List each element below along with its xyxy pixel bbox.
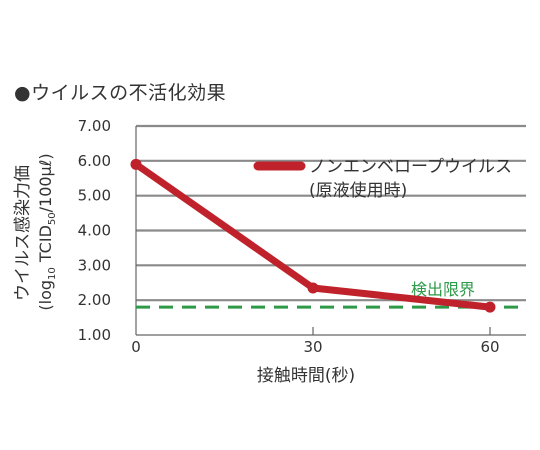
- y-tick-labels: 7.00 6.00 5.00 4.00 3.00 2.00 1.00: [78, 117, 111, 344]
- y-tick-label: 5.00: [78, 187, 111, 205]
- y-axis-label-line2: (log10 TCID50/100μℓ): [36, 153, 58, 310]
- x-tick-label: 60: [480, 338, 499, 356]
- data-point: [484, 301, 496, 313]
- data-point: [307, 282, 319, 294]
- y-axis-label-line1: ウイルス感染力価: [13, 165, 33, 301]
- y-axis-label-part: 10: [47, 267, 58, 280]
- y-axis-label-part: 50: [47, 212, 58, 225]
- y-tick-label: 7.00: [78, 117, 111, 135]
- y-tick-label: 1.00: [78, 326, 111, 344]
- y-axis-label-part: TCID: [36, 225, 55, 267]
- y-axis-label-part: μℓ: [36, 160, 55, 177]
- y-axis-label-part: /100: [36, 176, 55, 212]
- y-axis-label-part: (log: [36, 280, 55, 311]
- y-axis-label-part: ): [36, 153, 55, 159]
- x-tick-label: 0: [131, 338, 141, 356]
- legend-note: (原液使用時): [309, 180, 407, 201]
- y-tick-label: 6.00: [78, 152, 111, 170]
- y-tick-label: 2.00: [78, 291, 111, 309]
- x-tick-label: 30: [303, 338, 322, 356]
- legend-series-name: ノンエンベロープウイルス: [309, 157, 512, 177]
- series-group: [130, 158, 496, 313]
- chart-heading: ●ウイルスの不活化効果: [14, 82, 227, 104]
- y-tick-label: 4.00: [78, 222, 111, 240]
- grid-lines: [136, 124, 526, 302]
- legend: ノンエンベロープウイルス (原液使用時): [253, 157, 512, 201]
- x-axis-label: 接触時間(秒): [257, 366, 355, 386]
- detection-limit-label: 検出限界: [411, 280, 475, 299]
- data-point: [130, 158, 142, 170]
- y-tick-label: 3.00: [78, 256, 111, 274]
- x-tick-labels: 0 30 60: [131, 327, 500, 356]
